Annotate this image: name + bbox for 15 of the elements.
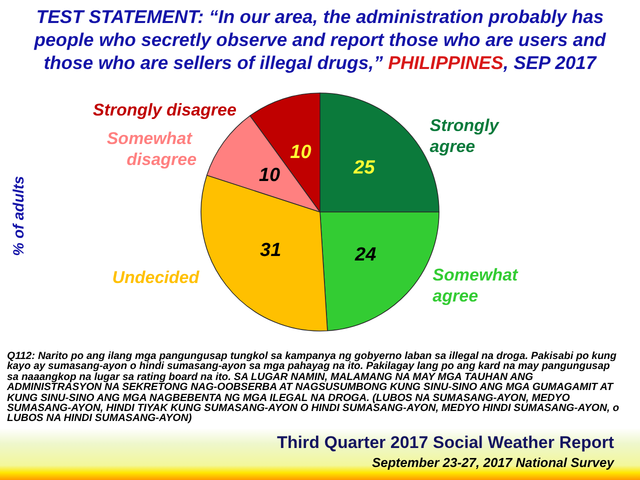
data-label: 10 [258, 164, 280, 186]
slice-label: Strongly agree [430, 116, 504, 156]
data-label: 31 [260, 240, 282, 261]
text: September 23-27, 2017 National Survey [372, 455, 614, 470]
data-label: 24 [354, 244, 377, 266]
data-label: 25 [352, 157, 376, 178]
slice-label: Somewhat agree [432, 265, 522, 306]
chart-subtitle: PHILIPPINES, SEP 2017 [388, 52, 596, 73]
slice-label: Undecided [112, 268, 200, 288]
text: Third Quarter 2017 Social Weather Report [277, 433, 614, 453]
text: Q112: Narito po ang ilang mga pangungusap tungkol sa kampanya ng gobyerno laban sa illegal na droga. Pakisabi po kung kayo ay sumasang-ayon o hindi sumasang-ayon sa mga pahayag na ito. Pakilagay lang po ang kard na may pangungusap sa naaangkop na lugar sa rating board na ito. SA LUGAR NAMIN, MALAMANG NA MAY MGA TAUHAN ANG ADMINISTRASYON NA SEKRETONG NAG-OOBSERBA AT NAGSUSUMBONG KUNG SINU-SINO ANG MGA GUMAGAMIT AT KUNG SINU-SINO ANG MGA NAGBEBENTA NG MGA ILEGAL NA DROGA. (LUBOS NA SUMASANG-AYON, MEDYO SUMASANG-AYON, HINDI TIYAK KUNG SUMASANG-AYON O HINDI SUMASANG-AYON, MEDYO HINDI SUMASANG-AYON, o LUBOS NA HINDI SUMASANG-AYON) [7, 351, 620, 425]
data-label: 10 [290, 142, 312, 164]
slice-label: Strongly disagree [92, 100, 236, 120]
text: % of adults [10, 176, 28, 256]
slice-label: Somewhat disagree [106, 128, 197, 169]
